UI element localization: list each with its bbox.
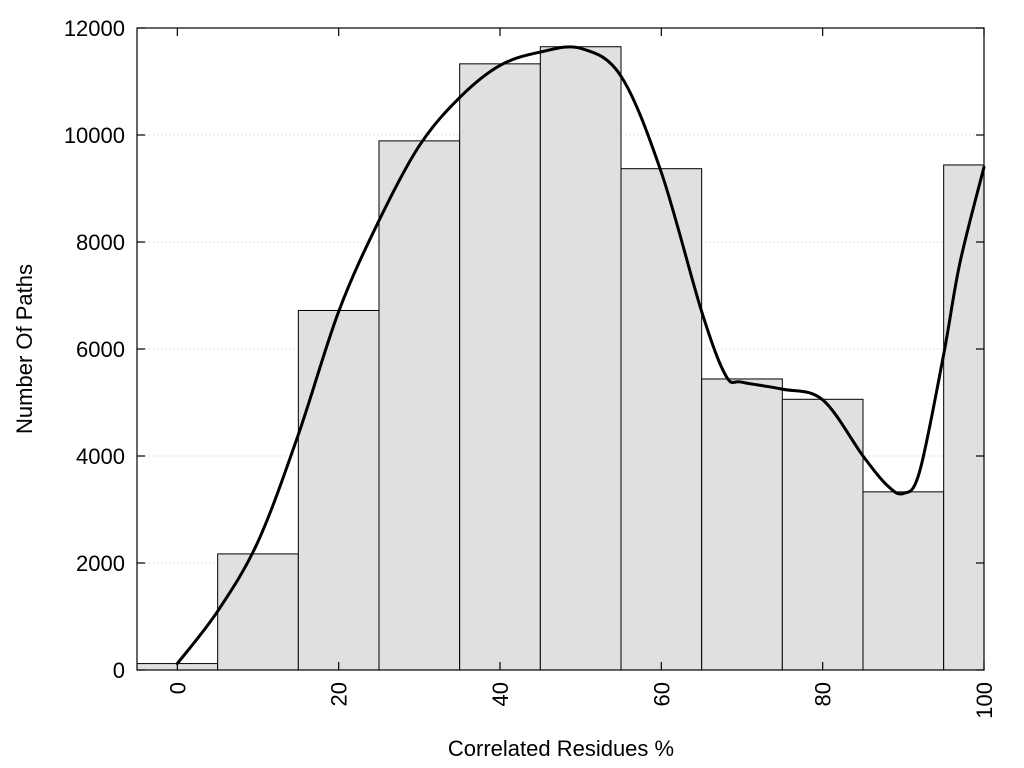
bars [136, 46, 985, 671]
x-axis-ticks: 0 20 40 60 80 100 [165, 28, 997, 719]
bar [701, 378, 783, 671]
bar [539, 46, 622, 671]
y-tick-label: 0 [113, 658, 125, 683]
x-tick-label: 100 [972, 682, 997, 719]
bar [459, 63, 541, 671]
bar [297, 309, 380, 671]
bar [620, 168, 703, 671]
bar [862, 491, 945, 671]
y-tick-label: 6000 [76, 337, 125, 362]
y-tick-label: 4000 [76, 444, 125, 469]
bar [378, 140, 461, 671]
y-axis-title: Number Of Paths [12, 264, 37, 434]
bar [217, 553, 299, 671]
trend-curve-group [175, 45, 986, 666]
y-axis-ticks: 0 2000 4000 6000 8000 10000 12000 [64, 16, 984, 683]
y-tick-label: 12000 [64, 16, 125, 41]
x-tick-label: 60 [649, 682, 674, 706]
x-tick-label: 0 [165, 682, 190, 694]
x-tick-label: 80 [811, 682, 836, 706]
trend-curve [175, 45, 986, 666]
x-tick-label: 20 [327, 682, 352, 706]
y-tick-label: 10000 [64, 123, 125, 148]
y-tick-label: 2000 [76, 551, 125, 576]
y-tick-label: 8000 [76, 230, 125, 255]
x-axis-title: Correlated Residues % [448, 736, 674, 761]
x-tick-label: 40 [488, 682, 513, 706]
